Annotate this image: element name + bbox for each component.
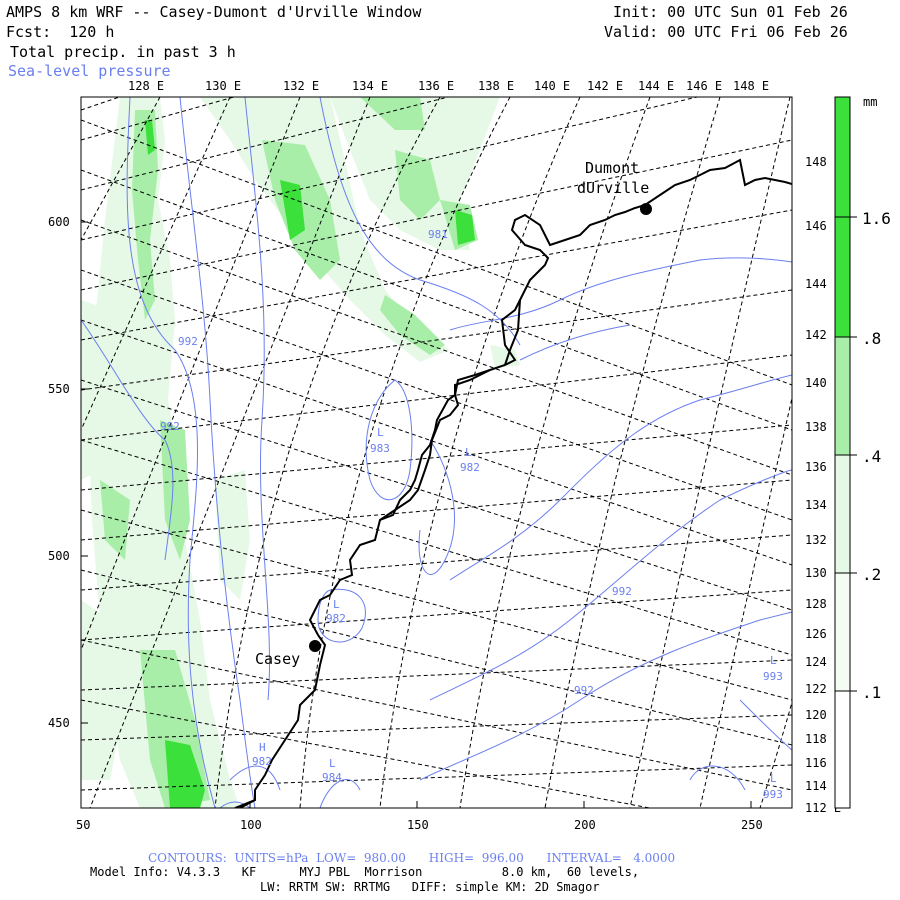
pressure-label: 993 bbox=[763, 788, 783, 801]
lon-label: 142 E bbox=[805, 328, 841, 342]
lon-label: 128 E bbox=[128, 79, 164, 93]
y-tick-label: 500 bbox=[48, 549, 70, 563]
x-tick-label: 250 bbox=[741, 818, 763, 832]
lon-label: 140 E bbox=[805, 376, 841, 390]
lon-label: 128 E bbox=[805, 597, 841, 611]
lon-label: 140 E bbox=[534, 79, 570, 93]
pressure-label: 982 bbox=[252, 755, 272, 768]
pressure-label: 983 bbox=[370, 442, 390, 455]
coastline bbox=[234, 158, 792, 808]
low-marker: L bbox=[770, 654, 777, 667]
y-tick-label: 550 bbox=[48, 382, 70, 396]
station-label-dumont-line1: Dumont bbox=[585, 159, 639, 177]
pressure-label: 992 bbox=[178, 335, 198, 348]
lon-label: 142 E bbox=[587, 79, 623, 93]
pressure-label: 992 bbox=[574, 684, 594, 697]
lon-label: 118 E bbox=[805, 732, 841, 746]
colorbar: mm 1.6 .8 .4 .2 .1 bbox=[834, 95, 891, 809]
x-tick-label: 100 bbox=[240, 818, 262, 832]
pressure-label: 982 bbox=[326, 612, 346, 625]
station-label-dumont-line2: dUrville bbox=[577, 179, 649, 197]
model-info: Model Info: V4.3.3 KF MYJ PBL Morrison 8… bbox=[90, 865, 640, 879]
colorbar-label: .1 bbox=[862, 683, 881, 702]
precip-field bbox=[81, 97, 520, 808]
colorbar-segment-light bbox=[835, 455, 850, 573]
lon-label: 134 E bbox=[352, 79, 388, 93]
pressure-label: 984 bbox=[322, 771, 342, 784]
x-tick-label: 200 bbox=[574, 818, 596, 832]
colorbar-label: 1.6 bbox=[862, 209, 891, 228]
lon-label: 148 E bbox=[805, 155, 841, 169]
lon-label: 122 E bbox=[805, 682, 841, 696]
contour-info: CONTOURS: UNITS=hPa LOW= 980.00 HIGH= 99… bbox=[148, 851, 676, 865]
colorbar-label: .2 bbox=[862, 565, 881, 584]
lon-label: 138 E bbox=[805, 420, 841, 434]
pressure-labels: 981 992 992 983 982 982 992 992 993 993 … bbox=[160, 228, 783, 801]
colorbar-label: .4 bbox=[862, 447, 881, 466]
x-tick-label: 50 bbox=[76, 818, 90, 832]
high-marker: H bbox=[259, 741, 266, 754]
pressure-label: 992 bbox=[160, 420, 180, 433]
axis-labels: 600 550 500 450 50 100 150 200 250 bbox=[48, 215, 763, 832]
map-title: AMPS 8 km WRF -- Casey-Dumont d'Urville … bbox=[6, 3, 422, 21]
lon-label: 132 E bbox=[805, 533, 841, 547]
forecast-hour: Fcst: 120 h bbox=[6, 23, 115, 41]
physics-info: LW: RRTM SW: RRTMG DIFF: simple KM: 2D S… bbox=[260, 880, 600, 894]
pressure-label: 993 bbox=[763, 670, 783, 683]
longitude-labels-top: 128 E 130 E 132 E 134 E 136 E 138 E 140 … bbox=[128, 79, 769, 93]
lon-label: 124 E bbox=[805, 655, 841, 669]
colorbar-segment-lightest bbox=[835, 573, 850, 691]
casey-marker bbox=[309, 640, 321, 652]
pressure-label: 981 bbox=[428, 228, 448, 241]
x-tick-label: 150 bbox=[407, 818, 429, 832]
dumont-durville-marker bbox=[640, 203, 652, 215]
colorbar-unit: mm bbox=[863, 95, 877, 109]
lon-label: 114 E bbox=[805, 779, 841, 793]
lon-label: 144 E bbox=[805, 277, 841, 291]
map-frame bbox=[80, 96, 793, 809]
lon-label: 138 E bbox=[478, 79, 514, 93]
graticule bbox=[81, 97, 792, 808]
low-marker: L bbox=[770, 772, 777, 785]
station-label-casey: Casey bbox=[255, 650, 300, 668]
low-marker: L bbox=[333, 598, 340, 611]
axis-ticks bbox=[80, 221, 752, 808]
pressure-label: 982 bbox=[460, 461, 480, 474]
lon-label: 132 E bbox=[283, 79, 319, 93]
pressure-contours bbox=[81, 97, 792, 808]
colorbar-segment-mid bbox=[835, 337, 850, 455]
colorbar-frame bbox=[834, 96, 851, 809]
valid-time: Valid: 00 UTC Fri 06 Feb 26 bbox=[604, 23, 848, 41]
colorbar-segment-heavy bbox=[835, 97, 850, 217]
low-marker: L bbox=[377, 426, 384, 439]
lon-label: 136 E bbox=[805, 460, 841, 474]
colorbar-label: .8 bbox=[862, 329, 881, 348]
lon-label: 146 E bbox=[805, 219, 841, 233]
lon-label: 146 E bbox=[686, 79, 722, 93]
lon-label: 112 E bbox=[805, 801, 841, 815]
lon-label: 116 E bbox=[805, 756, 841, 770]
low-marker: L bbox=[465, 446, 472, 459]
lon-label: 120 E bbox=[805, 708, 841, 722]
lon-label: 148 E bbox=[733, 79, 769, 93]
lon-label: 134 E bbox=[805, 498, 841, 512]
colorbar-segment-heavy2 bbox=[835, 217, 850, 337]
overlay-name: Sea-level pressure bbox=[8, 62, 171, 80]
lon-label: 130 E bbox=[805, 566, 841, 580]
lon-label: 130 E bbox=[205, 79, 241, 93]
init-time: Init: 00 UTC Sun 01 Feb 26 bbox=[613, 3, 848, 21]
y-tick-label: 450 bbox=[48, 716, 70, 730]
y-tick-label: 600 bbox=[48, 215, 70, 229]
field-name: Total precip. in past 3 h bbox=[10, 43, 236, 61]
station-markers bbox=[309, 203, 652, 652]
lon-label: 144 E bbox=[638, 79, 674, 93]
lon-label: 126 E bbox=[805, 627, 841, 641]
lon-label: 136 E bbox=[418, 79, 454, 93]
colorbar-segment-none bbox=[835, 691, 850, 808]
station-labels: Dumont dUrville Casey bbox=[255, 159, 649, 668]
pressure-label: 992 bbox=[612, 585, 632, 598]
longitude-labels-right: 148 E 146 E 144 E 142 E 140 E 138 E 136 … bbox=[805, 155, 841, 815]
low-marker: L bbox=[329, 757, 336, 770]
